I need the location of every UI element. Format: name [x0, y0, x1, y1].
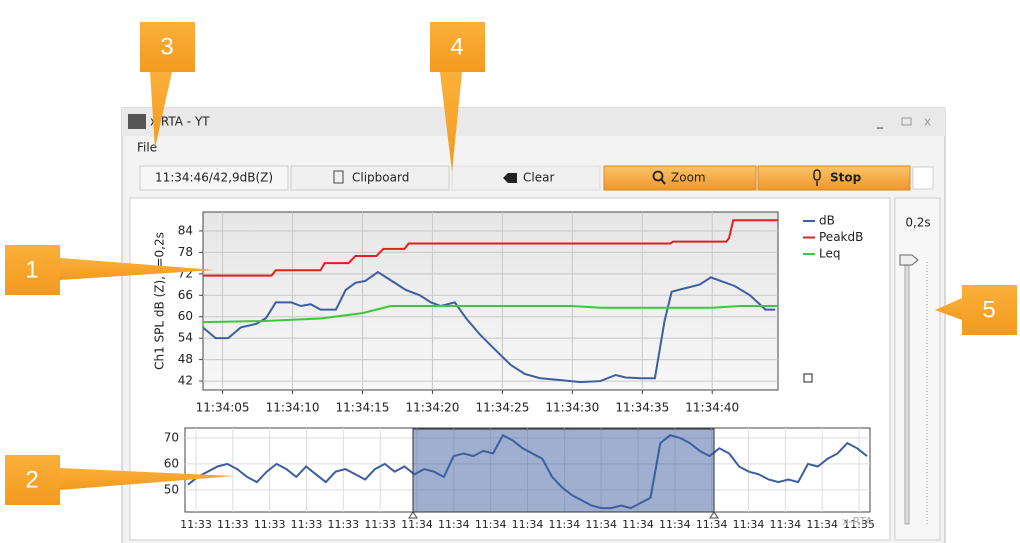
- menu-file[interactable]: File: [137, 141, 157, 155]
- marker-square: [803, 373, 813, 383]
- x-tick-label: 11:34: [401, 518, 433, 531]
- y-tick-label: 84: [178, 223, 193, 237]
- x-tick-label: 11:34: [548, 518, 580, 531]
- stop-label[interactable]: Stop: [830, 171, 862, 185]
- callout-number: 4: [450, 33, 463, 60]
- x-tick-label: 11:34:40: [685, 401, 739, 415]
- toolbar-box: [912, 166, 934, 190]
- x-tick-label: 11:34: [733, 518, 765, 531]
- callout-number: 1: [25, 256, 38, 283]
- callout-pointer: [150, 72, 172, 148]
- selection-handle-right[interactable]: [709, 511, 719, 519]
- legend-label: PeakdB: [819, 230, 863, 244]
- x-tick-label: 11:34:20: [405, 401, 459, 415]
- minimize[interactable]: _: [876, 115, 884, 129]
- x-tick-label: 11:34:35: [615, 401, 669, 415]
- callout-box: [5, 245, 60, 295]
- x-tick-label: 11:34: [585, 518, 617, 531]
- y-tick-label: 42: [178, 374, 193, 388]
- x-tick-label: 11:33: [364, 518, 396, 531]
- x-tick-label: 11:34: [475, 518, 507, 531]
- y-tick-label: 48: [178, 352, 193, 366]
- callout-box: [430, 22, 485, 72]
- y-axis-label: Ch1 SPL dB (Z), t=0,2s: [153, 232, 167, 370]
- callout-box: [962, 285, 1017, 335]
- zoom-icon: [652, 170, 664, 182]
- x-tick-label: 11:34:10: [266, 401, 320, 415]
- title-bar: [122, 108, 945, 136]
- x-tick-label: 11:33: [254, 518, 286, 531]
- series-line: [203, 219, 778, 277]
- window-title: x RTA - YT: [150, 115, 210, 129]
- x-tick-label: 11:34: [806, 518, 838, 531]
- selection-range[interactable]: [412, 428, 715, 513]
- close[interactable]: x: [924, 115, 931, 129]
- slider-panel: [894, 197, 941, 541]
- app-icon: [128, 114, 146, 129]
- x-tick-label: 11:33: [291, 518, 323, 531]
- y-tick-label: 70: [164, 430, 179, 444]
- readout-text: 11:34:46/42,9dB(Z): [155, 171, 273, 185]
- callout-pointer: [60, 258, 215, 280]
- x-tick-label: 11:34: [659, 518, 691, 531]
- series-line: [202, 270, 776, 384]
- callout-pointer: [935, 298, 962, 320]
- maximize[interactable]: [901, 117, 912, 126]
- legend-label: Leq: [819, 247, 840, 261]
- slider-track: [904, 261, 910, 525]
- clipboard-button[interactable]: [290, 165, 450, 191]
- zoom-button[interactable]: [603, 165, 757, 191]
- readout: [139, 165, 289, 191]
- callout-number: 3: [160, 33, 173, 60]
- callout-pointer: [440, 72, 462, 172]
- x-tick-label: 11:33: [180, 518, 212, 531]
- callout-number: 2: [25, 466, 38, 493]
- series-line: [202, 305, 778, 324]
- y-tick-label: 66: [178, 288, 193, 302]
- y-tick-label: 54: [178, 331, 193, 345]
- x-tick-label: 11:35: [843, 518, 875, 531]
- selection-handle-left[interactable]: [408, 511, 418, 519]
- x-tick-label: 11:34: [696, 518, 728, 531]
- y-tick-label: 78: [178, 245, 193, 259]
- clear-label[interactable]: Clear: [523, 171, 554, 185]
- clipboard-icon: [333, 170, 344, 184]
- x-tick-label: 11:33: [217, 518, 249, 531]
- callout-box: [5, 455, 60, 505]
- main-plot-area: [202, 211, 779, 391]
- watermark: x-RTA: [842, 515, 873, 528]
- callout-number: 5: [982, 296, 995, 323]
- y-tick-label: 60: [178, 309, 193, 323]
- x-tick-label: 11:34: [512, 518, 544, 531]
- stop-button[interactable]: [757, 165, 911, 191]
- y-tick-label: 50: [164, 482, 179, 496]
- callout-box: [140, 22, 195, 72]
- x-tick-label: 11:34: [438, 518, 470, 531]
- clipboard-label[interactable]: Clipboard: [352, 171, 409, 185]
- callout-pointer: [60, 468, 235, 490]
- x-tick-label: 11:34: [622, 518, 654, 531]
- x-tick-label: 11:34:15: [336, 401, 390, 415]
- x-tick-label: 11:33: [327, 518, 359, 531]
- legend-label: dB: [819, 214, 835, 228]
- slider-label: 0,2s: [905, 216, 930, 230]
- clear-button[interactable]: [451, 165, 601, 191]
- x-tick-label: 11:34:05: [196, 401, 250, 415]
- callouts: 1 2 3 4 5: [5, 22, 1017, 505]
- x-tick-label: 11:34:30: [545, 401, 599, 415]
- x-tick-label: 11:34:25: [475, 401, 529, 415]
- y-tick-label: 60: [164, 456, 179, 470]
- clear-icon: [503, 173, 517, 183]
- zoom-icon-handle: [660, 178, 666, 185]
- x-tick-label: 11:34: [769, 518, 801, 531]
- zoom-label[interactable]: Zoom: [671, 171, 706, 185]
- slider-thumb[interactable]: [899, 254, 919, 266]
- mic-icon: [813, 169, 821, 181]
